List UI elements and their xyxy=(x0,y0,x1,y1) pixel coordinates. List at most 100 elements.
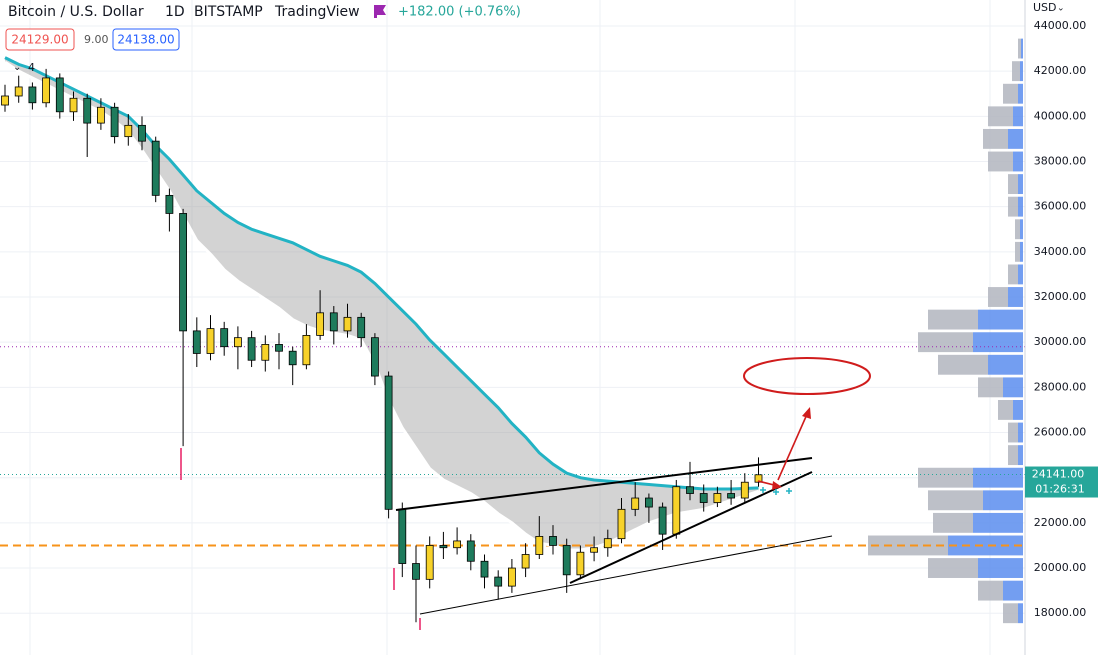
projection-marks xyxy=(760,487,792,495)
profile-down-bar xyxy=(933,512,973,533)
candle-body xyxy=(521,554,530,569)
candle-body xyxy=(110,106,119,138)
profile-down-bar xyxy=(1012,61,1020,82)
candle-body xyxy=(535,536,544,555)
profile-up-bar xyxy=(1013,151,1023,172)
profile-up-bar xyxy=(988,354,1023,375)
profile-down-bar xyxy=(1003,83,1018,104)
candle-body xyxy=(645,497,653,508)
candle-body xyxy=(370,337,379,377)
candle-body xyxy=(562,545,571,576)
candle-body xyxy=(672,486,681,535)
moving-average xyxy=(4,56,759,491)
change: +182.00 (+0.76%) xyxy=(398,5,521,20)
candle-body xyxy=(124,124,133,138)
profile-down-bar xyxy=(988,151,1013,172)
candle-body xyxy=(384,375,393,510)
profile-up-bar xyxy=(973,467,1023,488)
candle-body xyxy=(97,106,105,124)
profile-down-bar xyxy=(1003,603,1018,624)
candle-body xyxy=(261,344,270,361)
ask[interactable]: 24138.00 xyxy=(117,33,174,47)
source: TradingView xyxy=(274,4,360,20)
interval[interactable]: 1D xyxy=(165,4,185,20)
profile-down-bar xyxy=(1015,241,1020,262)
y-tick-label: 36000.00 xyxy=(1034,200,1087,213)
last-price-box xyxy=(1025,466,1098,498)
profile-up-bar xyxy=(1008,287,1023,307)
profile-up-bar xyxy=(1003,377,1023,398)
profile-down-bar xyxy=(978,377,1003,398)
candle-body xyxy=(42,77,50,104)
trendline xyxy=(419,535,833,615)
profile-down-bar xyxy=(938,354,988,375)
candle-body xyxy=(316,312,325,336)
candle-body xyxy=(603,538,612,549)
flag-icon[interactable] xyxy=(374,5,386,18)
y-tick-label: 34000.00 xyxy=(1034,245,1087,258)
candle-body xyxy=(453,540,462,549)
profile-up-bar xyxy=(1008,128,1023,149)
candle-body xyxy=(220,328,229,348)
candle-body xyxy=(549,536,557,546)
candle-body xyxy=(713,493,722,503)
candle-body xyxy=(439,545,448,549)
indicator-count[interactable]: 4 xyxy=(28,61,35,74)
volume-profile xyxy=(868,38,1023,624)
profile-down-bar xyxy=(1008,264,1018,285)
candle-body xyxy=(699,493,708,503)
profile-up-bar xyxy=(978,309,1023,330)
candle-body xyxy=(727,493,735,499)
profile-down-bar xyxy=(1015,219,1020,240)
profile-down-bar xyxy=(918,332,973,353)
profile-up-bar xyxy=(1018,422,1023,443)
profile-up-bar xyxy=(1020,61,1023,82)
candle-body xyxy=(740,481,749,499)
profile-up-bar xyxy=(948,535,1023,556)
profile-down-bar xyxy=(928,309,978,330)
ask-box[interactable] xyxy=(112,28,180,51)
y-tick-label: 40000.00 xyxy=(1034,109,1087,122)
profile-up-bar xyxy=(1003,580,1023,601)
profile-down-bar xyxy=(988,287,1008,307)
candle-body xyxy=(206,328,215,354)
candle-body xyxy=(343,316,352,332)
y-tick-label: 26000.00 xyxy=(1034,426,1087,439)
y-tick-label: 18000.00 xyxy=(1034,606,1087,619)
candle-body xyxy=(83,97,92,124)
candle-body xyxy=(275,344,283,352)
profile-up-bar xyxy=(1018,264,1023,285)
candle-body xyxy=(302,335,311,366)
drawings xyxy=(180,357,871,630)
profile-down-bar xyxy=(1008,422,1018,443)
candle-body xyxy=(466,540,475,562)
y-tick-label: 42000.00 xyxy=(1034,64,1087,77)
profile-up-bar xyxy=(973,332,1023,353)
candle-body xyxy=(247,337,256,361)
horizontal-lines xyxy=(0,346,1025,547)
candle-body xyxy=(165,194,174,214)
profile-up-bar xyxy=(1018,445,1023,466)
currency[interactable]: USD xyxy=(1033,1,1057,14)
candle-body xyxy=(233,337,242,348)
symbol[interactable]: Bitcoin / U.S. Dollar xyxy=(8,4,144,20)
plus-marks xyxy=(760,487,792,495)
currency-caret: ⌄ xyxy=(1057,4,1065,14)
candle-body xyxy=(576,551,585,576)
price-grid xyxy=(0,25,1025,614)
profile-down-bar xyxy=(988,106,1013,127)
collapse-caret[interactable]: ⌄ xyxy=(13,62,21,73)
arrowhead xyxy=(802,407,811,419)
profile-down-bar xyxy=(918,467,973,488)
bid-box[interactable] xyxy=(5,28,75,51)
profile-up-bar xyxy=(978,558,1023,578)
candle-body xyxy=(617,508,626,540)
candle-body xyxy=(14,86,23,97)
price-axis-labels: 18000.0020000.0022000.0024000.0026000.00… xyxy=(1025,19,1098,619)
candle-body xyxy=(398,508,407,564)
profile-down-bar xyxy=(998,400,1013,420)
profile-up-bar xyxy=(973,512,1023,533)
y-tick-label: 44000.00 xyxy=(1034,19,1087,32)
bid[interactable]: 24129.00 xyxy=(11,33,68,47)
